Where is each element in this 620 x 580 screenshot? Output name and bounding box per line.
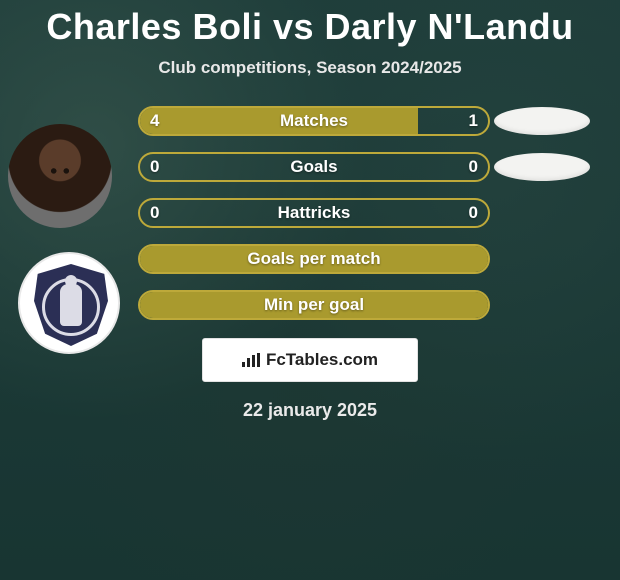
stat-row: 00Hattricks	[0, 198, 620, 228]
stat-label: Min per goal	[140, 292, 488, 318]
stat-indicator-ellipse	[494, 153, 590, 181]
stat-row: 41Matches	[0, 106, 620, 136]
stat-bar-outline: 00Hattricks	[138, 198, 490, 228]
stat-bar: Goals per match	[138, 244, 490, 274]
stat-indicator-ellipse	[494, 107, 590, 135]
comparison-card: Charles Boli vs Darly N'Landu Club compe…	[0, 0, 620, 580]
stat-bar: Min per goal	[138, 290, 490, 320]
stat-label: Matches	[140, 108, 488, 134]
stat-bar-outline: 00Goals	[138, 152, 490, 182]
stat-row: Goals per match	[0, 244, 620, 274]
page-title: Charles Boli vs Darly N'Landu	[0, 6, 620, 48]
stat-bar: 00Hattricks	[138, 198, 490, 228]
stat-bar: 00Goals	[138, 152, 490, 182]
subtitle: Club competitions, Season 2024/2025	[0, 58, 620, 78]
stat-rows: 41Matches 00Goals 00Hattricks Goals per mat…	[0, 106, 620, 320]
stat-bar-outline: Goals per match	[138, 244, 490, 274]
watermark-text: FcTables.com	[266, 350, 378, 370]
stat-label: Goals	[140, 154, 488, 180]
watermark: FcTables.com	[202, 338, 418, 382]
stat-row: 00Goals	[0, 152, 620, 182]
stat-bar: 41Matches	[138, 106, 490, 136]
date-label: 22 january 2025	[0, 400, 620, 421]
stat-bar-outline: 41Matches	[138, 106, 490, 136]
stat-bar-outline: Min per goal	[138, 290, 490, 320]
stat-row: Min per goal	[0, 290, 620, 320]
stat-label: Goals per match	[140, 246, 488, 272]
bar-chart-icon	[242, 353, 260, 367]
stat-label: Hattricks	[140, 200, 488, 226]
